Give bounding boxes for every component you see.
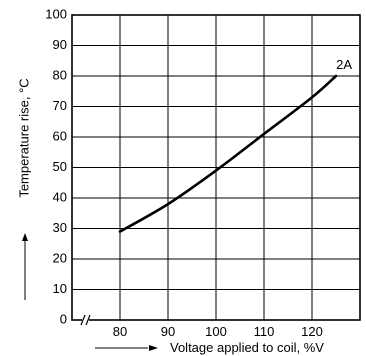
y-tick-label: 0 [60,311,67,326]
x-axis-title-arrow-head [149,345,158,351]
y-tick-label: 90 [53,37,67,52]
y-axis-title-group: Temperature rise, °C [16,78,31,300]
plot-frame [71,14,361,321]
y-tick-label: 10 [53,281,67,296]
series-label: 2A [336,57,352,72]
y-tick-label: 50 [53,159,67,174]
x-axis-title: Voltage applied to coil, %V [170,340,324,355]
y-tick-label: 60 [53,128,67,143]
y-axis-title-arrow-head [22,233,28,241]
axis-break-mark [80,314,91,326]
x-tick-label: 120 [301,324,323,339]
x-axis-title-group: Voltage applied to coil, %V [95,340,324,355]
x-tick-labels: 80 90 100 110 120 [113,324,323,339]
axis-break-gap [82,314,89,326]
grid-lines [72,15,360,320]
series-line [118,74,338,233]
x-tick-label: 110 [254,324,275,339]
y-tick-labels: 0 10 20 30 40 50 60 70 80 90 100 [45,6,67,326]
y-axis-title: Temperature rise, °C [16,78,31,197]
axis-break-slash [85,314,91,326]
x-tick-label: 90 [161,324,175,339]
axis-break-slash [80,314,86,326]
y-tick-label: 20 [53,250,67,265]
x-tick-label: 80 [113,324,127,339]
y-tick-label: 70 [53,98,67,113]
x-tick-label: 100 [205,324,227,339]
y-tick-label: 80 [53,67,67,82]
y-tick-label: 30 [53,220,67,235]
y-tick-label: 40 [53,189,67,204]
y-tick-label: 100 [45,6,67,21]
